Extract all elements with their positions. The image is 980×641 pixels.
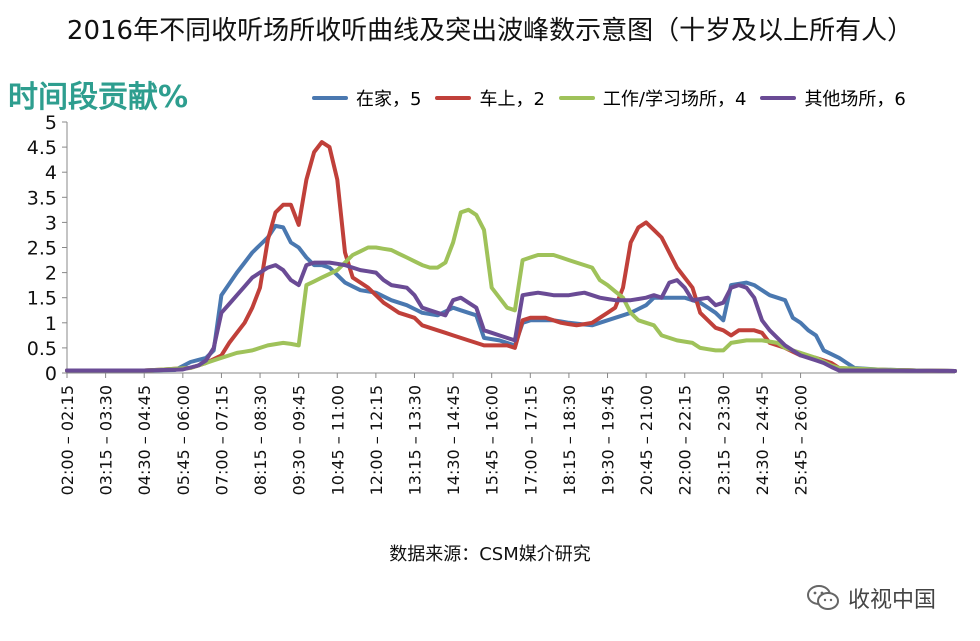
watermark-text: 收视中国 bbox=[848, 588, 937, 613]
watermark: 收视中国 bbox=[806, 583, 936, 613]
y-tick-label: 3 bbox=[45, 212, 57, 234]
series-line-car bbox=[65, 140, 957, 373]
x-tick-label: 18:15 – 18:30 bbox=[560, 385, 579, 495]
legend-swatch-car bbox=[435, 96, 472, 100]
legend-label-other: 其他场所，6 bbox=[804, 89, 906, 110]
x-tick-label: 09:30 – 09:45 bbox=[290, 385, 309, 495]
legend-item-home: 在家，5 bbox=[312, 85, 421, 111]
x-tick-label: 24:30 – 24:45 bbox=[753, 385, 772, 495]
legend-item-car: 车上，2 bbox=[435, 85, 545, 111]
x-tick-label: 07:00 – 07:15 bbox=[212, 385, 231, 495]
x-tick-label: 19:30 – 19:45 bbox=[599, 385, 618, 495]
x-tick-label: 02:00 – 02:15 bbox=[58, 385, 77, 495]
x-tick-label: 13:15 – 13:30 bbox=[405, 385, 424, 495]
y-tick-label: 5 bbox=[45, 112, 57, 134]
series-line-other bbox=[65, 260, 957, 373]
y-tick-label: 4 bbox=[45, 162, 57, 184]
y-tick-label: 3.5 bbox=[27, 187, 57, 209]
legend-label-car: 车上，2 bbox=[479, 89, 545, 110]
x-tick-label: 23:15 – 23:30 bbox=[714, 385, 733, 495]
x-tick-label: 12:00 – 12:15 bbox=[367, 385, 386, 495]
series-line-home bbox=[65, 223, 957, 373]
legend-swatch-other bbox=[760, 96, 797, 100]
y-tick-label: 2 bbox=[45, 263, 57, 285]
legend-item-other: 其他场所，6 bbox=[760, 85, 906, 111]
y-axis-title: 时间段贡献% bbox=[8, 80, 189, 115]
y-tick-label: 1.5 bbox=[27, 288, 57, 310]
x-tick-label: 22:00 – 22:15 bbox=[676, 385, 695, 495]
wechat-icon bbox=[807, 585, 839, 610]
chart-legend: 在家，5 车上，2 工作/学习场所，4 其他场所，6 bbox=[312, 86, 906, 110]
y-tick-label: 2.5 bbox=[27, 238, 57, 260]
x-tick-label: 03:15 – 03:30 bbox=[97, 385, 116, 495]
x-tick-label: 15:45 – 16:00 bbox=[483, 385, 502, 495]
legend-label-home: 在家，5 bbox=[356, 89, 422, 110]
x-tick-label: 04:30 – 04:45 bbox=[135, 385, 154, 495]
x-tick-label: 08:15 – 08:30 bbox=[251, 385, 270, 495]
y-tick-label: 4.5 bbox=[27, 137, 57, 159]
x-tick-label: 10:45 – 11:00 bbox=[328, 385, 347, 495]
y-tick-label: 1 bbox=[45, 313, 57, 335]
x-tick-label: 17:00 – 17:15 bbox=[521, 385, 540, 495]
x-tick-label: 20:45 – 21:00 bbox=[637, 385, 656, 495]
x-tick-label: 14:30 – 14:45 bbox=[444, 385, 463, 495]
data-source-note: 数据来源：CSM媒介研究 bbox=[389, 544, 591, 565]
legend-item-work: 工作/学习场所，4 bbox=[558, 85, 747, 111]
x-tick-label: 05:45 – 06:00 bbox=[174, 385, 193, 495]
y-tick-label: 0.5 bbox=[27, 338, 57, 360]
legend-label-work: 工作/学习场所，4 bbox=[602, 89, 747, 110]
x-tick-label: 25:45 – 26:00 bbox=[792, 385, 811, 495]
y-tick-label: 0 bbox=[45, 363, 57, 385]
chart-title: 2016年不同收听场所收听曲线及突出波峰数示意图（十岁及以上所有人） bbox=[66, 16, 914, 46]
series-line-work bbox=[65, 207, 957, 373]
legend-swatch-home bbox=[312, 96, 348, 100]
legend-swatch-work bbox=[558, 96, 595, 100]
